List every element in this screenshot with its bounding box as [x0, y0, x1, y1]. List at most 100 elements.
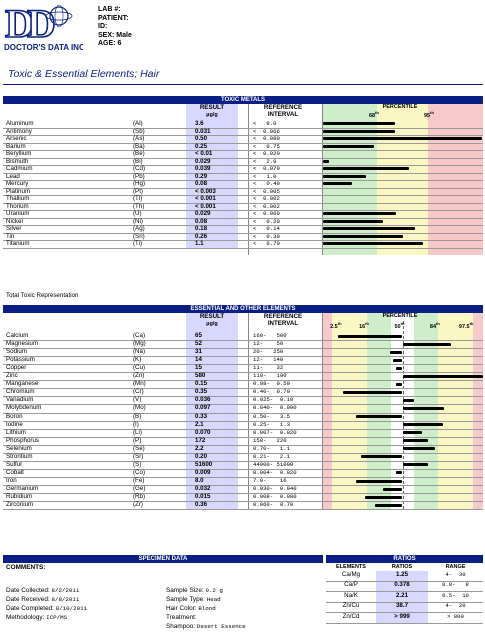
element-name: Molybdenum — [6, 404, 42, 412]
element-name: Phosphorus — [6, 436, 40, 444]
element-result: 0.35 — [195, 388, 208, 396]
element-name: Iron — [6, 476, 17, 484]
element-result: 0.20 — [195, 452, 208, 460]
percentile-label: 2.5th — [330, 321, 342, 330]
ratios-header: RATIOS — [326, 555, 483, 563]
element-result: 65 — [195, 332, 202, 339]
element-name: Lead — [6, 172, 20, 180]
element-reference: < 0.070 — [253, 165, 280, 172]
element-name: Copper — [6, 364, 27, 372]
element-symbol: (Th) — [133, 202, 145, 210]
percentile-zone — [437, 313, 474, 510]
element-reference: < 2.0 — [253, 157, 277, 165]
percentile-bar — [323, 219, 384, 223]
ratio-row: Na/K 2.21 0.5- 10 — [326, 592, 483, 601]
element-symbol: (P) — [133, 436, 142, 444]
element-symbol: (Cu) — [133, 364, 146, 372]
element-reference: 12- 50 — [253, 340, 284, 348]
percentile-label: 97.5th — [458, 321, 474, 330]
table-row: Chromium (Cr) 0.35 0.40- 0.70 — [3, 388, 483, 396]
row-divider — [3, 372, 483, 374]
percentile-zone — [331, 313, 368, 510]
row-divider — [3, 404, 483, 406]
element-name: Tin — [6, 232, 15, 240]
element-reference: < 1.0 — [253, 172, 277, 180]
element-reference: < 0.005 — [253, 187, 280, 195]
element-result: < 0.003 — [195, 187, 216, 195]
element-name: Platinum — [6, 187, 31, 195]
element-symbol: (Tl) — [133, 195, 143, 202]
percentile-bar — [360, 455, 403, 459]
table-row: Lithium (Li) 0.070 0.007- 0.020 — [3, 429, 483, 437]
ratio-elements: Ca/Mg — [341, 571, 361, 578]
table-row: Copper (Cu) 15 11- 32 — [3, 364, 483, 372]
table-row: Manganese (Mn) 0.15 0.08- 0.50 — [3, 380, 483, 388]
row-divider — [3, 452, 483, 454]
ratio-range: 0.5- 10 — [442, 591, 469, 599]
element-result: < 0.001 — [195, 195, 216, 202]
element-result: 0.029 — [195, 210, 211, 217]
element-result: 0.032 — [195, 484, 211, 492]
table-row: Iodine (I) 2.1 0.25- 1.3 — [3, 421, 483, 429]
element-reference: 0.21- 2.1 — [253, 452, 290, 460]
element-symbol: (Ge) — [133, 484, 146, 492]
table-row: Cobalt (Co) 0.009 0.004- 0.020 — [3, 469, 483, 477]
percentile-bar — [389, 350, 403, 354]
element-name: Rubidium — [6, 493, 33, 500]
element-result: 0.070 — [195, 428, 211, 436]
element-name: Nickel — [6, 217, 23, 225]
element-symbol: (Fe) — [133, 476, 145, 484]
hair-color: Hair Color: Blond — [166, 605, 216, 612]
row-divider — [3, 187, 483, 189]
table-row: Beryllium (Be) < 0.01 < 0.020 — [3, 150, 483, 157]
percentile-label: 16th — [359, 321, 369, 330]
table-row: Potassium (K) 14 12- 140 — [3, 356, 483, 364]
table-row: Nickel (Ni) 0.08 < 0.20 — [3, 218, 483, 225]
element-symbol: (Be) — [133, 150, 145, 157]
element-name: Lithium — [6, 428, 26, 436]
row-divider — [3, 460, 483, 462]
element-reference: < 0.30 — [253, 232, 280, 240]
percentile-bar — [402, 447, 435, 451]
element-reference: 110- 190 — [253, 372, 287, 380]
table-row: Platinum (Pt) < 0.003 < 0.005 — [3, 188, 483, 195]
element-reference: < 8.0 — [253, 120, 277, 127]
ratio-row: Ca/P 0.378 0.8- 8 — [326, 581, 483, 590]
element-symbol: (Al) — [133, 120, 143, 127]
element-name: Mercury — [6, 180, 29, 187]
toxic-metals-header: TOXIC METALS — [3, 96, 483, 104]
table-row: Bismuth (Bi) 0.029 < 2.0 — [3, 158, 483, 165]
row-divider — [3, 348, 483, 350]
date-received: Date Received: 8/8/2011 — [6, 596, 80, 603]
table-row: Zinc (Zn) 580 110- 190 — [3, 372, 483, 380]
specimen-data-header: SPECIMEN DATA — [3, 555, 323, 563]
element-reference: 0.060- 0.70 — [253, 501, 294, 509]
table-row: Boron (B) 0.33 0.50- 3.5 — [3, 413, 483, 421]
table-row: Tin (Sn) 0.26 < 0.30 — [3, 233, 483, 240]
table-row: Phosphorus (P) 172 150- 220 — [3, 437, 483, 445]
lab-number-label: LAB #: — [98, 6, 121, 13]
element-name: Silver — [6, 225, 22, 232]
element-result: 0.15 — [195, 380, 208, 388]
row-divider — [3, 180, 483, 181]
table-row: Zirconium (Zr) 0.36 0.060- 0.70 — [3, 501, 483, 509]
element-result: 0.25 — [195, 142, 208, 150]
shampoo: Shampoo: Desert Essence — [166, 623, 246, 630]
ratio-elements: Na/K — [344, 591, 358, 599]
element-symbol: (U) — [133, 210, 142, 217]
title-divider — [3, 84, 483, 85]
element-symbol: (Li) — [133, 428, 142, 436]
element-result: 3.6 — [195, 120, 204, 127]
element-reference: 0.008- 0.080 — [253, 493, 297, 500]
element-reference: 0.25- 1.3 — [253, 420, 290, 428]
element-name: Arsenic — [6, 135, 27, 142]
element-name: Bismuth — [6, 157, 29, 165]
element-reference: 20- 250 — [253, 348, 284, 356]
row-divider — [3, 428, 483, 430]
element-name: Thallium — [6, 195, 30, 202]
row-divider — [3, 444, 483, 446]
element-symbol: (I) — [133, 420, 139, 428]
row-divider — [3, 420, 483, 422]
row-divider — [3, 210, 483, 211]
element-result: 0.36 — [195, 501, 208, 509]
